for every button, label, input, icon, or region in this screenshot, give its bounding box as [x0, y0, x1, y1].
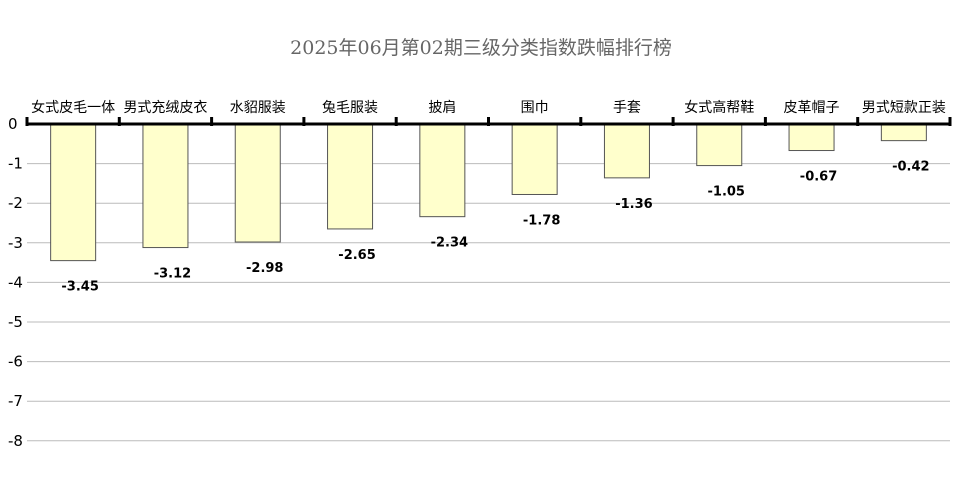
- bar: [511, 123, 558, 195]
- data-label: -2.65: [338, 248, 375, 263]
- y-axis-ticks: 0 -1 -2 -3 -4 -5 -6 -7 -8: [8, 115, 23, 450]
- data-label: -3.12: [154, 267, 191, 282]
- y-tick-label: -6: [8, 353, 23, 371]
- bar: [880, 123, 927, 142]
- y-tick-label: -5: [8, 313, 23, 331]
- data-label: -3.45: [61, 280, 98, 295]
- data-label: -0.42: [892, 160, 929, 175]
- data-label: -0.67: [800, 170, 837, 185]
- data-label: -1.05: [708, 185, 745, 200]
- data-label: -1.36: [615, 197, 652, 212]
- category-label: 男式短款正装: [862, 100, 946, 116]
- y-tick-label: -1: [8, 155, 23, 173]
- y-tick-label: -4: [8, 273, 23, 291]
- category-label: 女式高帮鞋: [684, 99, 754, 116]
- category-label: 皮革帽子: [784, 100, 840, 116]
- y-tick-label: -3: [8, 234, 23, 252]
- bar: [50, 123, 97, 262]
- bar: [234, 123, 281, 243]
- y-tick-label: -8: [8, 432, 23, 450]
- category-label: 男式充绒皮衣: [123, 100, 207, 116]
- y-tick-label: 0: [8, 115, 18, 133]
- y-tick-label: -7: [8, 392, 23, 410]
- data-label: -2.34: [431, 236, 468, 251]
- data-label: -2.98: [246, 261, 283, 276]
- category-label: 围巾: [521, 100, 549, 116]
- bar: [603, 123, 650, 179]
- bar: [788, 123, 835, 152]
- y-tick-label: -2: [8, 194, 23, 212]
- bar: [696, 123, 743, 167]
- bar: [327, 123, 374, 230]
- category-labels: 女式皮毛一体 男式充绒皮衣 水貂服装 兔毛服装 披肩 围巾 手套 女式高帮鞋 皮革帽子 男式短款正…: [31, 99, 946, 116]
- category-label: 披肩: [428, 100, 456, 116]
- category-label: 女式皮毛一体: [31, 99, 115, 116]
- bars: [50, 123, 927, 262]
- category-label: 手套: [613, 100, 641, 116]
- x-axis: [25, 117, 952, 126]
- category-label: 水貂服装: [230, 100, 286, 116]
- bar: [419, 123, 466, 218]
- data-labels: -3.45 -3.12 -2.98 -2.65 -2.34 -1.78 -1.36 -1.05…: [61, 160, 929, 295]
- category-label: 兔毛服装: [322, 100, 378, 116]
- data-label: -1.78: [523, 213, 560, 228]
- chart-title: 2025年06月第02期三级分类指数跌幅排行榜: [290, 37, 672, 59]
- bar: [142, 123, 189, 249]
